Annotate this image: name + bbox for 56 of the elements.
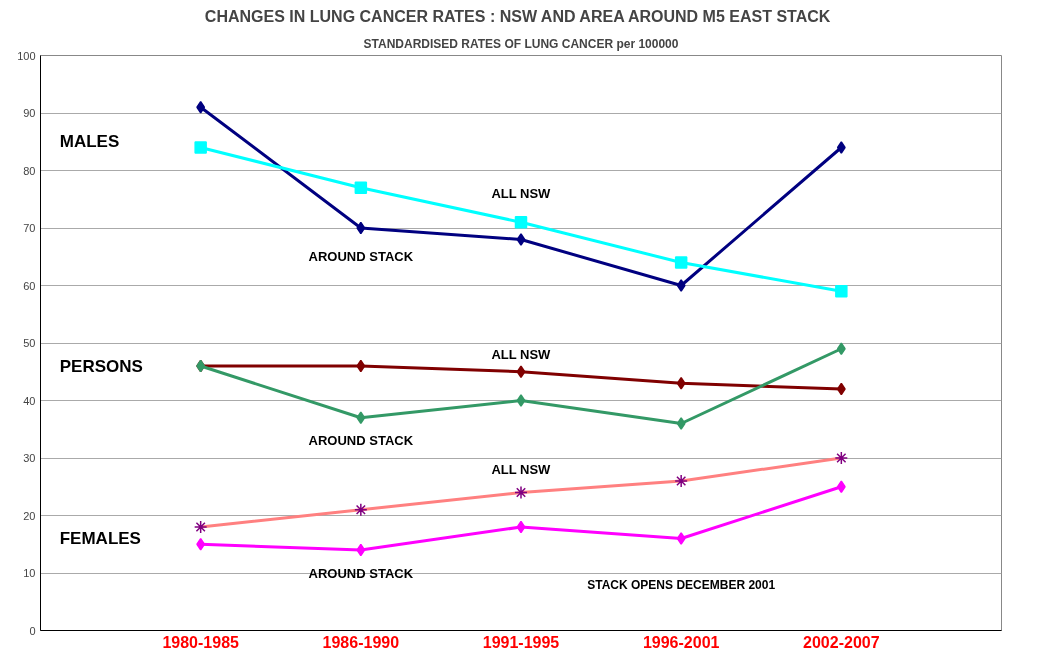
point <box>836 480 846 493</box>
x-tick-label: 1996-2001 <box>642 633 720 651</box>
point <box>356 543 366 557</box>
point <box>356 221 366 235</box>
point <box>516 520 526 534</box>
point <box>354 181 368 194</box>
point <box>196 538 206 551</box>
point <box>516 365 526 378</box>
annotation: FEMALES <box>59 529 141 548</box>
point <box>676 279 686 292</box>
annotation: PERSONS <box>59 356 143 376</box>
annotation: MALES <box>59 132 120 152</box>
series-label: AROUND STACK <box>308 565 414 581</box>
x-tick-label: 1980-1985 <box>162 633 240 651</box>
y-tick-label: 100 <box>17 49 36 62</box>
point <box>834 451 849 465</box>
y-tick-label: 40 <box>23 394 36 407</box>
point <box>194 141 207 154</box>
y-tick-label: 60 <box>23 279 36 292</box>
x-tick-label: 2002-2007 <box>803 633 880 651</box>
y-tick-label: 30 <box>23 452 36 464</box>
annotation: STACK OPENS DECEMBER 2001 <box>587 577 776 592</box>
y-tick-label: 10 <box>23 567 36 579</box>
point <box>836 141 846 154</box>
point <box>356 411 366 424</box>
point <box>835 285 848 298</box>
y-tick-label: 20 <box>23 509 36 522</box>
y-tick-label: 50 <box>23 337 36 349</box>
point <box>676 417 686 430</box>
point <box>516 394 526 407</box>
y-tick-label: 90 <box>23 107 36 119</box>
x-tick-label: 1991-1995 <box>482 633 560 651</box>
x-tick-label: 1986-1990 <box>322 633 400 651</box>
series-label: ALL NSW <box>491 186 552 201</box>
series-label: ALL NSW <box>491 347 552 362</box>
point <box>514 216 528 229</box>
point <box>196 101 206 114</box>
series-label: AROUND STACK <box>308 433 414 449</box>
point <box>193 520 208 534</box>
point <box>514 485 528 500</box>
y-tick-label: 80 <box>23 164 36 177</box>
series-label: AROUND STACK <box>308 249 414 265</box>
point <box>356 359 366 373</box>
series-label: ALL NSW <box>491 462 552 477</box>
chart-title: CHANGES IN LUNG CANCER RATES : NSW AND AREA AROUND M5 EAST STACK <box>204 7 831 25</box>
chart-subtitle: STANDARDISED RATES OF LUNG CANCER per 100000 <box>363 36 679 51</box>
point <box>674 474 688 488</box>
point <box>674 256 688 269</box>
point <box>836 342 846 355</box>
y-tick-label: 70 <box>23 222 36 234</box>
point <box>836 382 846 396</box>
point <box>354 503 368 517</box>
point <box>676 532 686 545</box>
point <box>676 377 686 390</box>
y-tick-label: 0 <box>29 624 36 637</box>
point <box>516 233 526 246</box>
